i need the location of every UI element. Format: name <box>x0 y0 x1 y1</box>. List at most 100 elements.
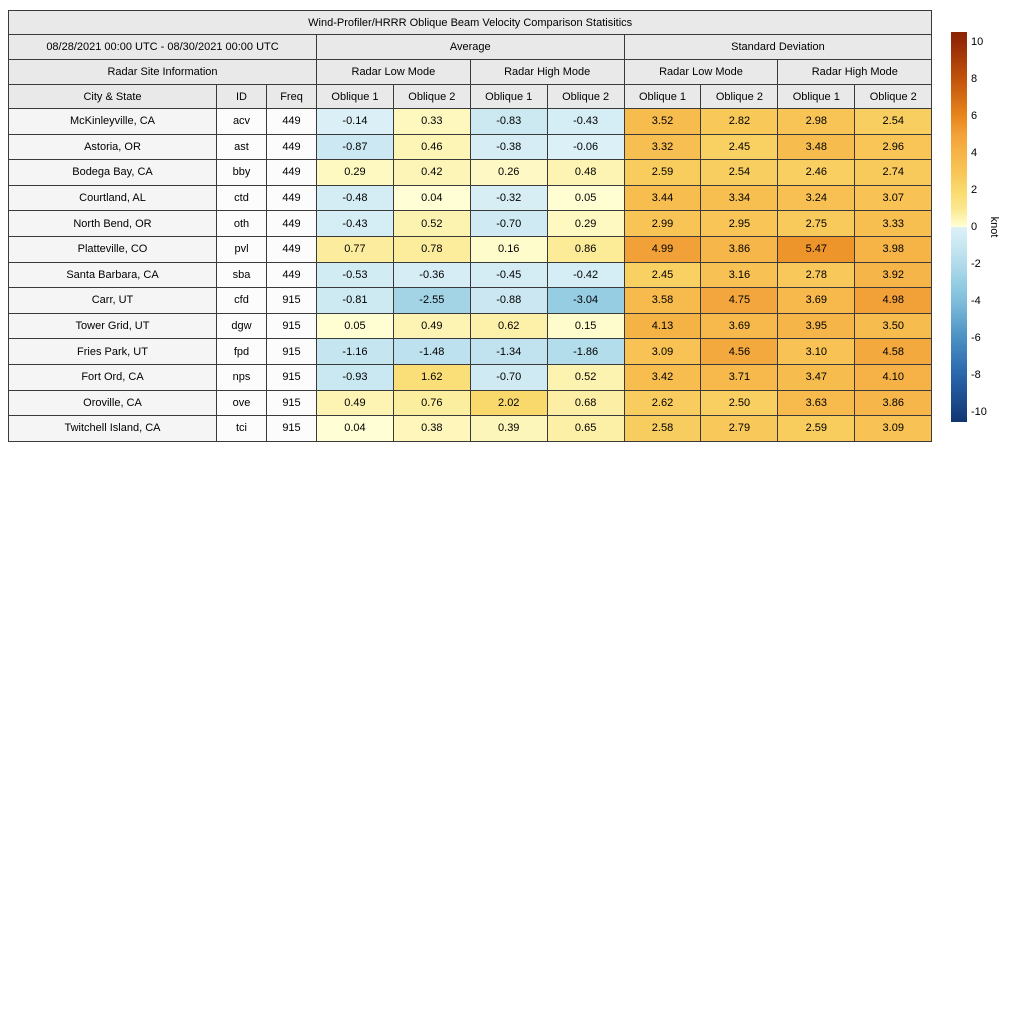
column-header-oblique: Oblique 2 <box>854 84 933 109</box>
site-id-cell: sba <box>216 261 267 289</box>
value-cell: -0.43 <box>316 210 394 237</box>
value-cell: 3.07 <box>854 184 933 212</box>
freq-cell: 449 <box>266 210 317 237</box>
freq-cell: 449 <box>266 133 317 161</box>
value-cell: 3.63 <box>777 389 856 417</box>
stats-table: Wind-Profiler/HRRR Oblique Beam Velocity… <box>7 10 933 442</box>
value-cell: 0.65 <box>546 415 625 442</box>
value-cell: 4.75 <box>700 287 779 314</box>
group-header-row: 08/28/2021 00:00 UTC - 08/30/2021 00:00 … <box>8 34 933 60</box>
value-cell: 2.95 <box>700 210 779 237</box>
value-cell: 3.47 <box>777 363 856 391</box>
city-cell: Carr, UT <box>8 287 217 314</box>
freq-cell: 915 <box>266 363 317 391</box>
table-row: McKinleyville, CA acv 449 -0.14 0.33 -0.… <box>8 108 933 135</box>
value-cell: 4.58 <box>854 338 933 365</box>
city-cell: Fries Park, UT <box>8 338 217 365</box>
value-cell: 2.96 <box>854 133 933 161</box>
freq-cell: 915 <box>266 287 317 314</box>
freq-cell: 449 <box>266 235 317 263</box>
mode-header: Radar Low Mode <box>623 59 779 85</box>
table-row: Oroville, CA ove 915 0.49 0.76 2.02 0.68… <box>8 389 933 417</box>
site-id-cell: oth <box>216 210 267 237</box>
value-cell: 3.33 <box>854 210 933 237</box>
table-row: North Bend, OR oth 449 -0.43 0.52 -0.70 … <box>8 210 933 237</box>
table-row: Astoria, OR ast 449 -0.87 0.46 -0.38 -0.… <box>8 133 933 161</box>
value-cell: 2.54 <box>854 108 933 135</box>
value-cell: 2.46 <box>777 159 856 186</box>
value-cell: 3.71 <box>700 363 779 391</box>
value-cell: 2.79 <box>700 415 779 442</box>
value-cell: 3.92 <box>854 261 933 289</box>
colorbar-tick-label: 10 <box>971 35 984 48</box>
value-cell: 2.58 <box>623 415 702 442</box>
column-header-id: ID <box>216 84 267 109</box>
table-row: Santa Barbara, CA sba 449 -0.53 -0.36 -0… <box>8 261 933 289</box>
table-title: Wind-Profiler/HRRR Oblique Beam Velocity… <box>7 10 933 35</box>
value-cell: 2.02 <box>469 389 548 417</box>
value-cell: 0.77 <box>316 235 394 263</box>
value-cell: 2.54 <box>700 159 779 186</box>
table-row: Fries Park, UT fpd 915 -1.16 -1.48 -1.34… <box>8 338 933 365</box>
value-cell: -0.81 <box>316 287 394 314</box>
value-cell: -1.86 <box>546 338 625 365</box>
group-header-average: Average <box>316 34 625 60</box>
value-cell: 2.98 <box>777 108 856 135</box>
site-id-cell: tci <box>216 415 267 442</box>
column-header-oblique: Oblique 2 <box>700 84 779 109</box>
freq-cell: 449 <box>266 108 317 135</box>
value-cell: 2.62 <box>623 389 702 417</box>
table-row: Carr, UT cfd 915 -0.81 -2.55 -0.88 -3.04… <box>8 287 933 314</box>
value-cell: 0.68 <box>546 389 625 417</box>
table-row: Courtland, AL ctd 449 -0.48 0.04 -0.32 0… <box>8 184 933 212</box>
value-cell: 2.82 <box>700 108 779 135</box>
value-cell: 2.45 <box>623 261 702 289</box>
value-cell: 3.42 <box>623 363 702 391</box>
mode-header: Radar Low Mode <box>316 59 471 85</box>
site-id-cell: acv <box>216 108 267 135</box>
value-cell: 0.76 <box>392 389 471 417</box>
city-cell: Fort Ord, CA <box>8 363 217 391</box>
column-header-oblique: Oblique 1 <box>469 84 548 109</box>
value-cell: 3.69 <box>700 312 779 340</box>
freq-cell: 915 <box>266 338 317 365</box>
site-id-cell: nps <box>216 363 267 391</box>
freq-cell: 449 <box>266 159 317 186</box>
value-cell: 4.98 <box>854 287 933 314</box>
colorbar-tick-label: -6 <box>971 332 981 344</box>
value-cell: 2.99 <box>623 210 702 237</box>
value-cell: 0.52 <box>546 363 625 391</box>
value-cell: -0.38 <box>469 133 548 161</box>
value-cell: 0.33 <box>392 108 471 135</box>
value-cell: 3.98 <box>854 235 933 263</box>
value-cell: 0.26 <box>469 159 548 186</box>
value-cell: 0.78 <box>392 235 471 263</box>
value-cell: 3.44 <box>623 184 702 212</box>
table-row: Twitchell Island, CA tci 915 0.04 0.38 0… <box>8 415 933 442</box>
city-cell: Bodega Bay, CA <box>8 159 217 186</box>
city-cell: Astoria, OR <box>8 133 217 161</box>
mode-header: Radar High Mode <box>469 59 625 85</box>
table-row: Platteville, CO pvl 449 0.77 0.78 0.16 0… <box>8 235 933 263</box>
value-cell: 3.34 <box>700 184 779 212</box>
value-cell: 0.05 <box>316 312 394 340</box>
city-cell: Platteville, CO <box>8 235 217 263</box>
value-cell: 0.04 <box>316 415 394 442</box>
column-header-city-state: City & State <box>8 84 217 109</box>
colorbar-tick-label: 2 <box>971 183 978 196</box>
value-cell: 0.52 <box>392 210 471 237</box>
value-cell: 2.75 <box>777 210 856 237</box>
value-cell: 3.32 <box>623 133 702 161</box>
table-title-row: Wind-Profiler/HRRR Oblique Beam Velocity… <box>7 10 933 35</box>
value-cell: -1.48 <box>392 338 471 365</box>
value-cell: 0.15 <box>546 312 625 340</box>
value-cell: -0.70 <box>469 210 548 237</box>
value-cell: -0.88 <box>469 287 548 314</box>
site-id-cell: cfd <box>216 287 267 314</box>
column-header-oblique: Oblique 2 <box>546 84 625 109</box>
freq-cell: 449 <box>266 184 317 212</box>
value-cell: -0.87 <box>316 133 394 161</box>
value-cell: 0.48 <box>546 159 625 186</box>
value-cell: 0.49 <box>316 389 394 417</box>
value-cell: -3.04 <box>546 287 625 314</box>
